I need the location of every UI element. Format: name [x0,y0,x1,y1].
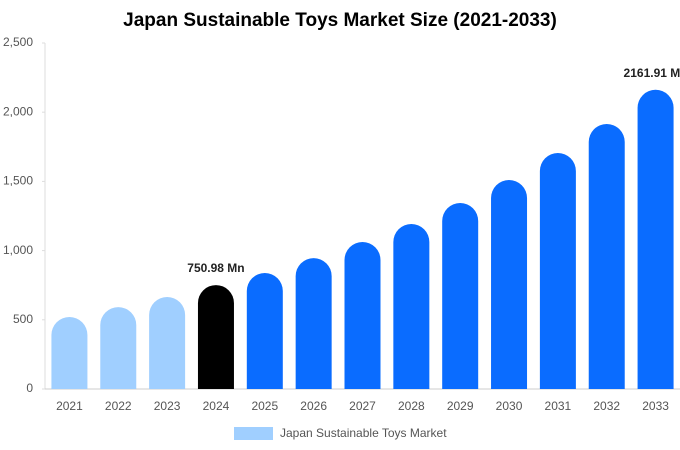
x-tick-label: 2027 [349,399,376,413]
x-tick-label: 2024 [203,399,230,413]
bar [637,89,674,389]
y-tick-label: 1,000 [3,243,33,257]
x-tick-label: 2025 [251,399,278,413]
x-tick-label: 2030 [496,399,523,413]
legend-label: Japan Sustainable Toys Market [280,426,447,440]
bar [393,224,430,389]
value-label: 2161.91 Mn [624,66,680,80]
x-tick-label: 2029 [447,399,474,413]
value-label: 750.98 Mn [187,261,244,275]
bar [149,296,186,389]
bar [295,258,332,389]
bar [246,273,283,389]
y-tick-label: 0 [26,381,33,395]
bar [197,285,234,389]
y-tick-label: 2,500 [3,35,33,49]
y-tick-label: 2,000 [3,104,33,118]
bar [442,202,479,389]
x-tick-label: 2028 [398,399,425,413]
x-tick-label: 2023 [154,399,181,413]
bar [588,123,625,390]
chart-title: Japan Sustainable Toys Market Size (2021… [123,10,557,31]
x-tick-label: 2033 [642,399,669,413]
bar [51,317,88,389]
bar [491,180,528,389]
x-tick-label: 2031 [545,399,572,413]
legend-swatch [234,427,273,440]
bar [100,307,137,389]
bar [344,242,381,389]
x-tick-label: 2026 [300,399,327,413]
x-tick-label: 2022 [105,399,132,413]
y-tick-label: 500 [13,312,33,326]
x-tick-label: 2021 [56,399,83,413]
bar [539,153,576,389]
x-tick-label: 2032 [593,399,620,413]
y-tick-label: 1,500 [3,174,33,188]
